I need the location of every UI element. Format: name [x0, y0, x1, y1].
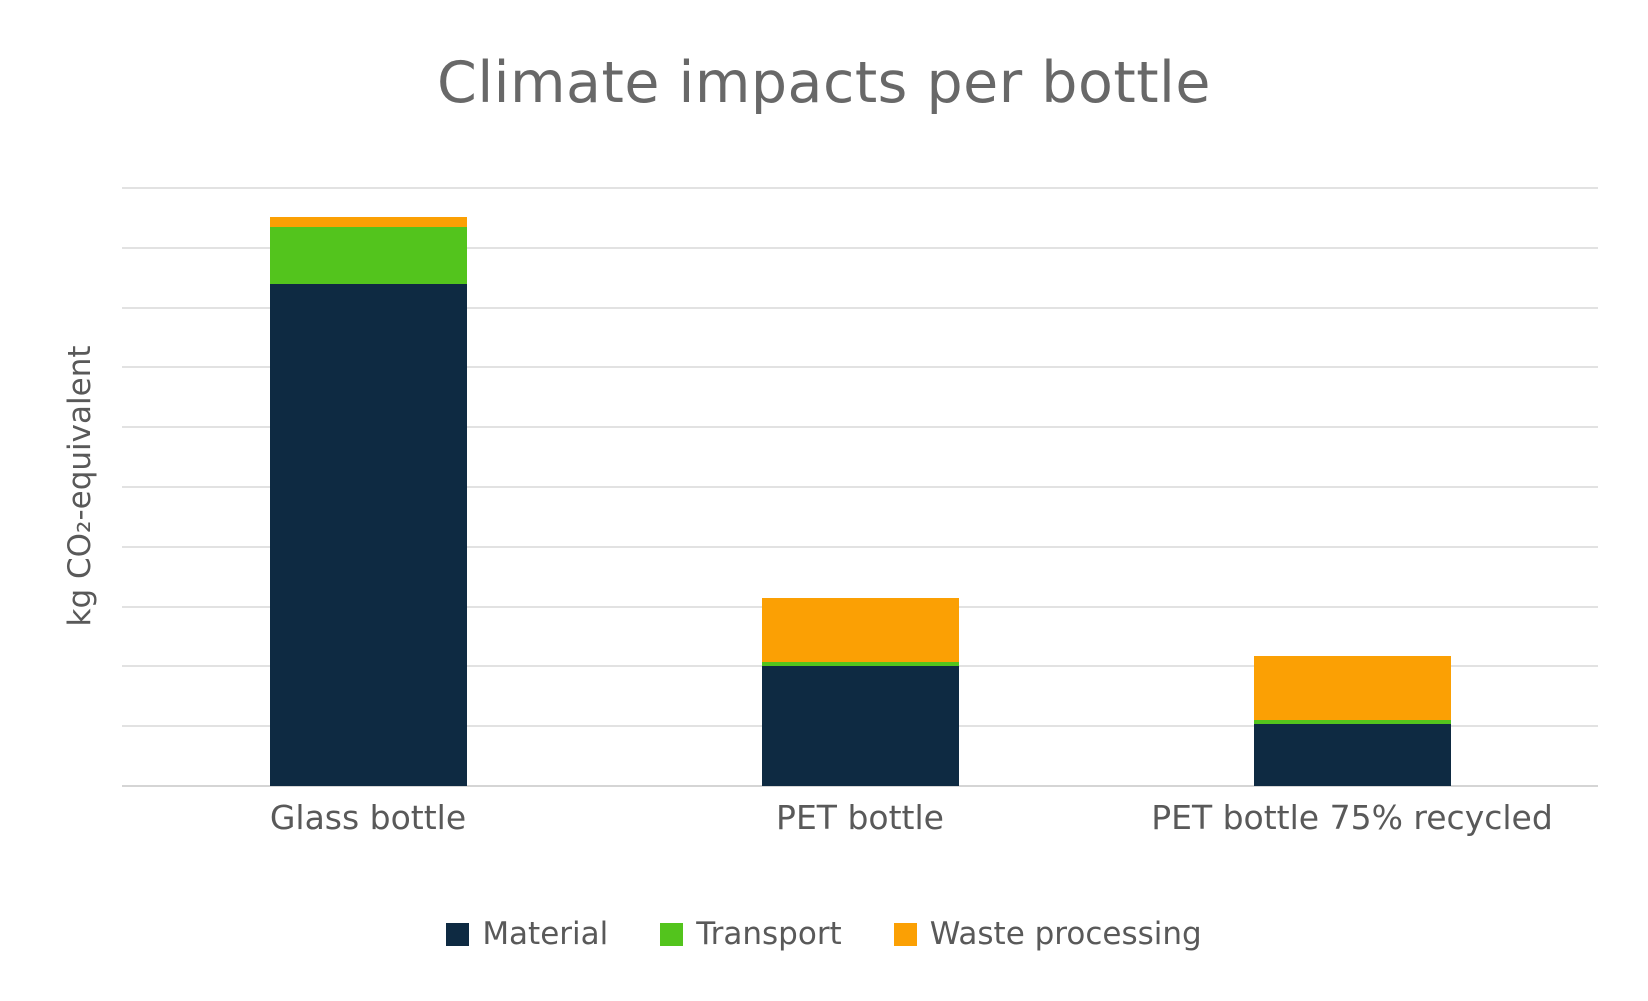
gridline	[122, 426, 1598, 428]
legend-item-waste-processing: Waste processing	[893, 916, 1202, 952]
bar-pet-bottle	[762, 188, 959, 786]
gridline	[122, 247, 1598, 249]
legend-label-material: Material	[482, 916, 609, 952]
plot-area: Glass bottle PET bottle PET bottle 75% rec…	[122, 187, 1598, 837]
legend-item-transport: Transport	[660, 916, 842, 952]
legend-label-transport: Transport	[696, 916, 842, 952]
legend: Material Transport Waste processing	[0, 916, 1648, 952]
legend-item-material: Material	[446, 916, 608, 952]
bar-segment-waste-processing-glass-bottle	[270, 216, 467, 227]
y-axis-title: kg CO₂-equivalent	[62, 345, 98, 627]
x-axis-label-glass-bottle: Glass bottle	[269, 798, 467, 837]
gridline	[122, 366, 1598, 368]
gridline	[122, 546, 1598, 548]
gridline	[122, 187, 1598, 189]
bar-segment-material-pet-bottle	[762, 666, 959, 786]
bar-segment-material-pet-bottle-75-recycled	[1254, 723, 1451, 786]
bar-segment-waste-processing-pet-bottle	[762, 597, 959, 662]
legend-swatch-transport	[660, 922, 684, 946]
gridline	[122, 307, 1598, 309]
gridline	[122, 486, 1598, 488]
bar-glass-bottle	[270, 188, 467, 786]
bar-segment-transport-pet-bottle-75-recycled	[1254, 719, 1451, 724]
legend-swatch-waste-processing	[893, 922, 917, 946]
x-axis-label-pet-bottle: PET bottle	[776, 798, 944, 837]
bar-segment-transport-glass-bottle	[270, 226, 467, 284]
bar-segment-material-glass-bottle	[270, 283, 467, 786]
x-axis-label-pet-bottle-75-recycled: PET bottle 75% recycled	[1151, 798, 1553, 837]
bar-segment-transport-pet-bottle	[762, 661, 959, 667]
bar-segment-waste-processing-pet-bottle-75-recycled	[1254, 655, 1451, 720]
bar-pet-bottle-75-recycled	[1254, 188, 1451, 786]
chart-title: Climate impacts per bottle	[437, 50, 1211, 116]
legend-swatch-material	[446, 922, 470, 946]
legend-label-waste-processing: Waste processing	[929, 916, 1202, 952]
x-axis-baseline	[122, 785, 1598, 787]
